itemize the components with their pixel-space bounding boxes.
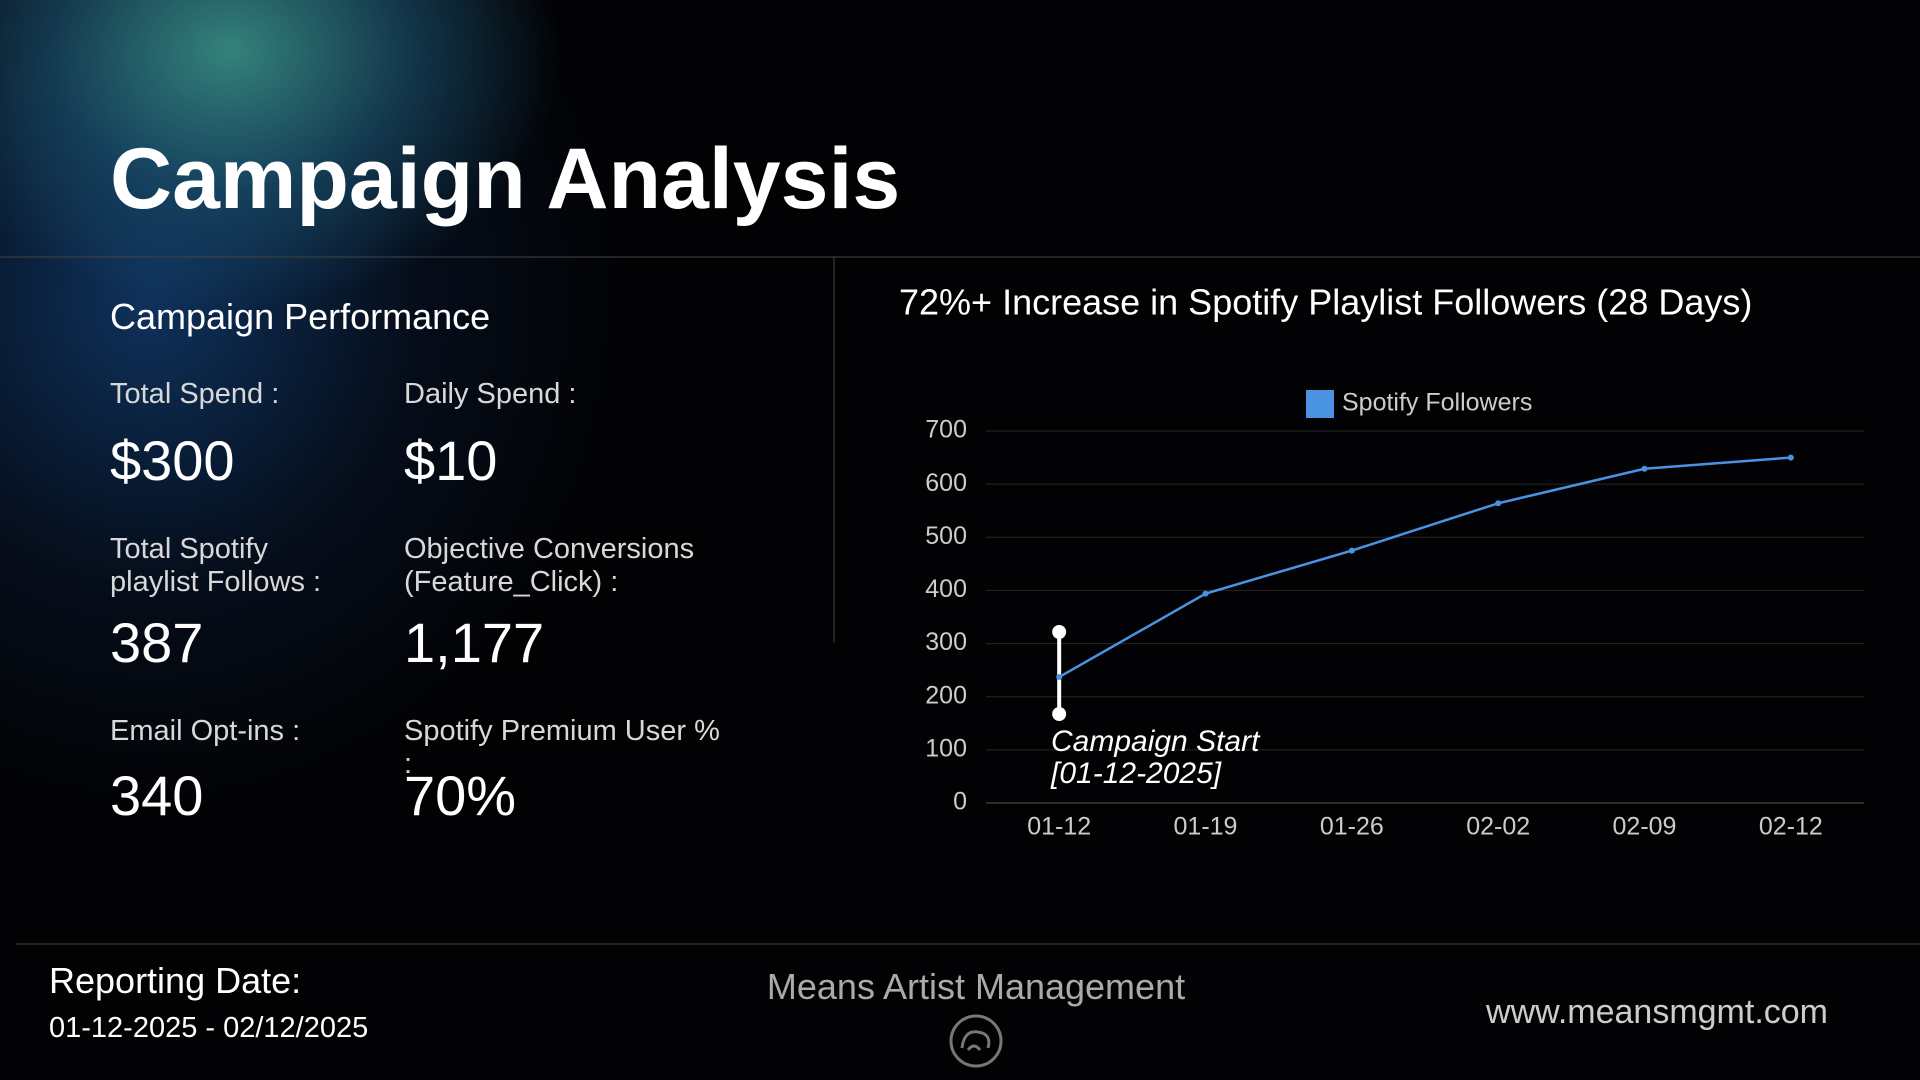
metric-value: 340 [110, 764, 204, 827]
point [1348, 547, 1355, 554]
logo [960, 1030, 991, 1051]
company-name: Means Artist Management [766, 966, 1186, 1007]
y-tick-label: 0 [953, 788, 967, 816]
metric-value: 387 [110, 611, 204, 674]
annotation: [01-12-2025] [1050, 757, 1222, 790]
y-tick-label: 100 [925, 734, 967, 762]
legend-label: Spotify Followers [1342, 389, 1532, 417]
legend-swatch [1306, 390, 1334, 418]
metric-value: $300 [110, 429, 235, 492]
x-tick-label: 02-09 [1613, 813, 1677, 841]
point [1056, 674, 1063, 681]
annotation-marker [1052, 707, 1067, 721]
metric-label: Total Spotify playlist Follows : [110, 533, 322, 598]
metric-label: Objective Conversions (Feature_Click) : [404, 533, 695, 598]
x-tick-label: 01-26 [1320, 813, 1384, 841]
section-heading: Campaign Performance [110, 296, 491, 337]
x-tick-label: 02-02 [1466, 813, 1530, 841]
y-tick-label: 500 [925, 522, 967, 550]
y-tick-label: 700 [925, 416, 967, 444]
y-tick-label: 200 [925, 681, 967, 709]
point [1787, 454, 1794, 461]
metric-value: 70% [404, 764, 517, 827]
point [1641, 465, 1648, 472]
metric-label: Spotify Premium User % : [404, 715, 720, 780]
point [1202, 590, 1209, 597]
annotation-marker [1052, 625, 1067, 639]
metric-value: $10 [404, 429, 498, 492]
page-title: Campaign Analysis [110, 131, 901, 227]
annotation: Campaign Start [1051, 725, 1261, 758]
reporting-range: 01-12-2025 - 02/12/2025 [49, 1012, 369, 1044]
metric-label: Total Spend : [110, 378, 280, 410]
metric-label: Email Opt-ins : [110, 715, 301, 747]
line [1058, 456, 1791, 679]
logo [949, 1014, 1003, 1068]
y-tick-label: 600 [925, 469, 967, 497]
x-tick-label: 01-19 [1174, 813, 1238, 841]
x-tick-label: 02-12 [1759, 813, 1823, 841]
metric-label: Daily Spend : [404, 378, 577, 410]
chart-title: 72%+ Increase in Spotify Playlist Follow… [899, 282, 1752, 323]
website: www.meansmgmt.com [1486, 993, 1828, 1031]
y-tick-label: 400 [925, 575, 967, 603]
reporting-label: Reporting Date: [49, 960, 302, 1001]
metric-value: 1,177 [404, 611, 545, 674]
point [1495, 500, 1502, 507]
x-tick-label: 01-12 [1027, 813, 1091, 841]
y-tick-label: 300 [925, 628, 967, 656]
